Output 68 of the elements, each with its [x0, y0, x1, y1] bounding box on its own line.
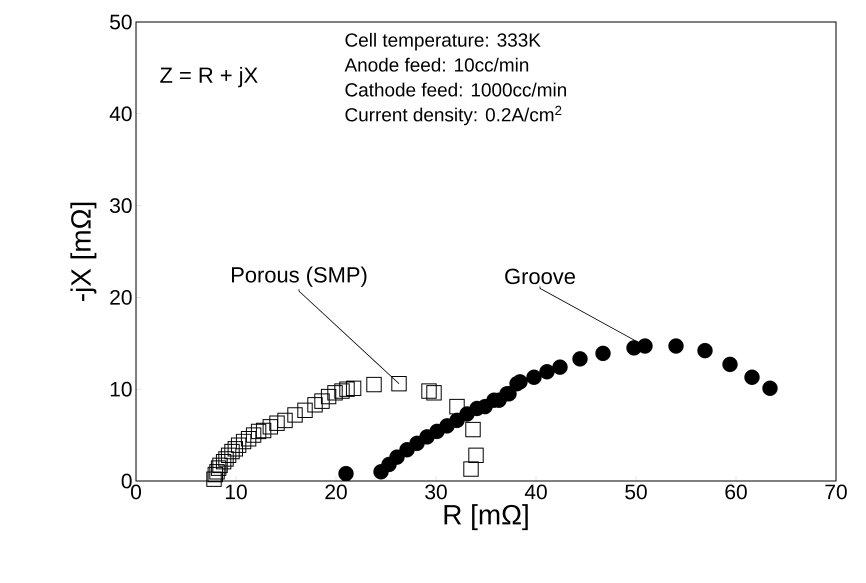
point	[228, 441, 244, 457]
point	[339, 381, 355, 397]
point	[240, 431, 256, 446]
annotation: Anode feed: 10cc/min	[344, 58, 528, 72]
point	[277, 412, 293, 428]
point	[421, 383, 437, 399]
annotation: Current density: 0.2A/cm$^{2}$	[345, 106, 562, 126]
point	[366, 376, 382, 392]
annotation: Cathode feed: 1000cc/min	[345, 82, 566, 97]
x-axis-title: R [mΩ]	[444, 504, 528, 530]
point	[637, 338, 653, 354]
point	[697, 342, 713, 358]
point	[346, 380, 362, 396]
point	[230, 437, 246, 453]
point	[297, 402, 313, 418]
y-tick-label: 40	[110, 106, 132, 122]
x-tick-label: 60	[725, 484, 747, 500]
y-axis-title: -jX [mΩ]	[70, 202, 96, 301]
x-tick-label: 30	[425, 484, 447, 500]
point	[246, 427, 262, 443]
point	[218, 451, 234, 467]
y-tick-label: 30	[110, 198, 132, 213]
point	[269, 415, 285, 431]
point	[512, 374, 528, 390]
point	[334, 383, 350, 399]
point	[744, 370, 760, 385]
x-tick-label: 70	[825, 484, 847, 500]
point	[595, 346, 611, 362]
y-tick-label: 0	[122, 474, 132, 488]
point	[236, 434, 252, 450]
point	[449, 398, 465, 414]
point	[762, 380, 778, 396]
point	[220, 448, 236, 463]
point	[250, 424, 266, 440]
point	[338, 466, 354, 482]
point	[307, 397, 323, 412]
annotation: Z = R + jX	[160, 66, 258, 88]
point	[463, 461, 479, 477]
text: Groove	[505, 268, 575, 284]
x-tick-label: 20	[325, 484, 347, 500]
point	[465, 422, 481, 438]
point	[287, 407, 303, 423]
point	[552, 359, 568, 375]
point	[224, 444, 240, 460]
point	[572, 351, 588, 367]
x-tick-label: 50	[625, 484, 647, 500]
point	[256, 422, 272, 438]
point	[526, 370, 542, 385]
x-tick-label: 0	[131, 484, 142, 500]
point	[668, 338, 684, 354]
point	[426, 385, 442, 401]
y-tick-label: 10	[110, 382, 132, 397]
point	[314, 393, 330, 409]
point	[391, 376, 407, 392]
point	[206, 471, 222, 487]
y-tick-label: 20	[110, 290, 132, 305]
point	[320, 388, 336, 404]
point	[539, 364, 555, 380]
point	[722, 356, 738, 372]
text: Porous (SMP)	[232, 266, 366, 287]
point	[327, 385, 343, 401]
point	[262, 419, 278, 435]
y-tick-label: 50	[110, 14, 132, 30]
point	[468, 448, 484, 463]
annotation: Cell temperature: 333K	[345, 32, 541, 50]
x-tick-label: 10	[226, 484, 247, 500]
x-tick-label: 40	[524, 484, 547, 500]
point	[216, 454, 232, 470]
